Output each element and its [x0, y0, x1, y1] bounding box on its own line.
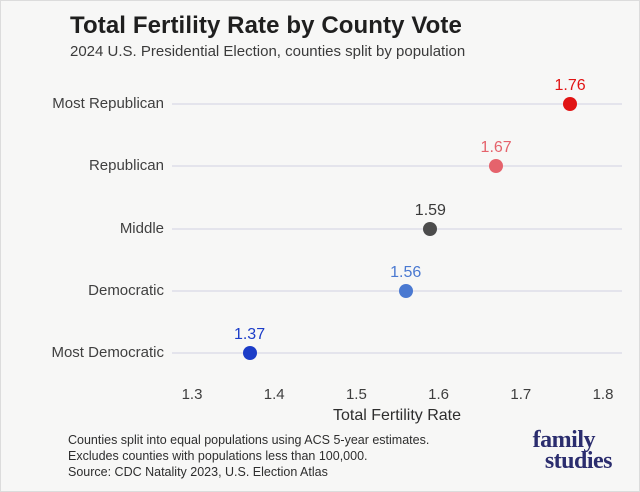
logo-text-family: family	[532, 427, 596, 453]
value-label: 1.67	[480, 139, 512, 157]
x-tick-label: 1.8	[592, 386, 614, 403]
category-label: Democratic	[88, 281, 164, 299]
logo-text-studies: studies	[544, 448, 613, 474]
data-point	[489, 159, 504, 174]
x-axis-title: Total Fertility Rate	[332, 407, 462, 424]
footnotes: Counties split into equal populations us…	[68, 432, 429, 480]
value-label: 1.76	[554, 77, 586, 94]
x-tick-label: 1.5	[345, 386, 367, 403]
value-label: 1.59	[414, 201, 446, 219]
category-label: Middle	[119, 219, 164, 237]
row-line	[172, 227, 622, 230]
row-line	[172, 289, 622, 292]
data-point	[423, 221, 438, 236]
chart-subtitle: 2024 U.S. Presidential Election, countie…	[70, 43, 466, 60]
category-label: Most Republican	[52, 95, 164, 112]
x-tick-label: 1.4	[263, 386, 285, 403]
data-point	[398, 283, 413, 298]
row-line	[172, 165, 622, 168]
data-point	[563, 97, 578, 111]
row-line	[172, 103, 622, 105]
row-line	[172, 352, 622, 355]
footnote-line: Counties split into equal populations us…	[68, 433, 430, 447]
value-label: 1.56	[390, 263, 422, 281]
category-label: Republican	[88, 157, 164, 175]
x-tick-label: 1.7	[510, 386, 532, 403]
x-tick-label: 1.6	[428, 386, 450, 403]
category-label: Most Democratic	[51, 344, 164, 362]
x-tick-label: 1.3	[181, 386, 203, 403]
family-studies-logo: family studies	[532, 427, 613, 474]
footnote-line: Excludes counties with populations less …	[68, 449, 368, 463]
chart-title: Total Fertility Rate by County Vote	[70, 12, 462, 39]
data-point	[242, 346, 257, 361]
value-label: 1.37	[233, 326, 266, 344]
footnote-line: Source: CDC Natality 2023, U.S. Election…	[68, 465, 328, 479]
